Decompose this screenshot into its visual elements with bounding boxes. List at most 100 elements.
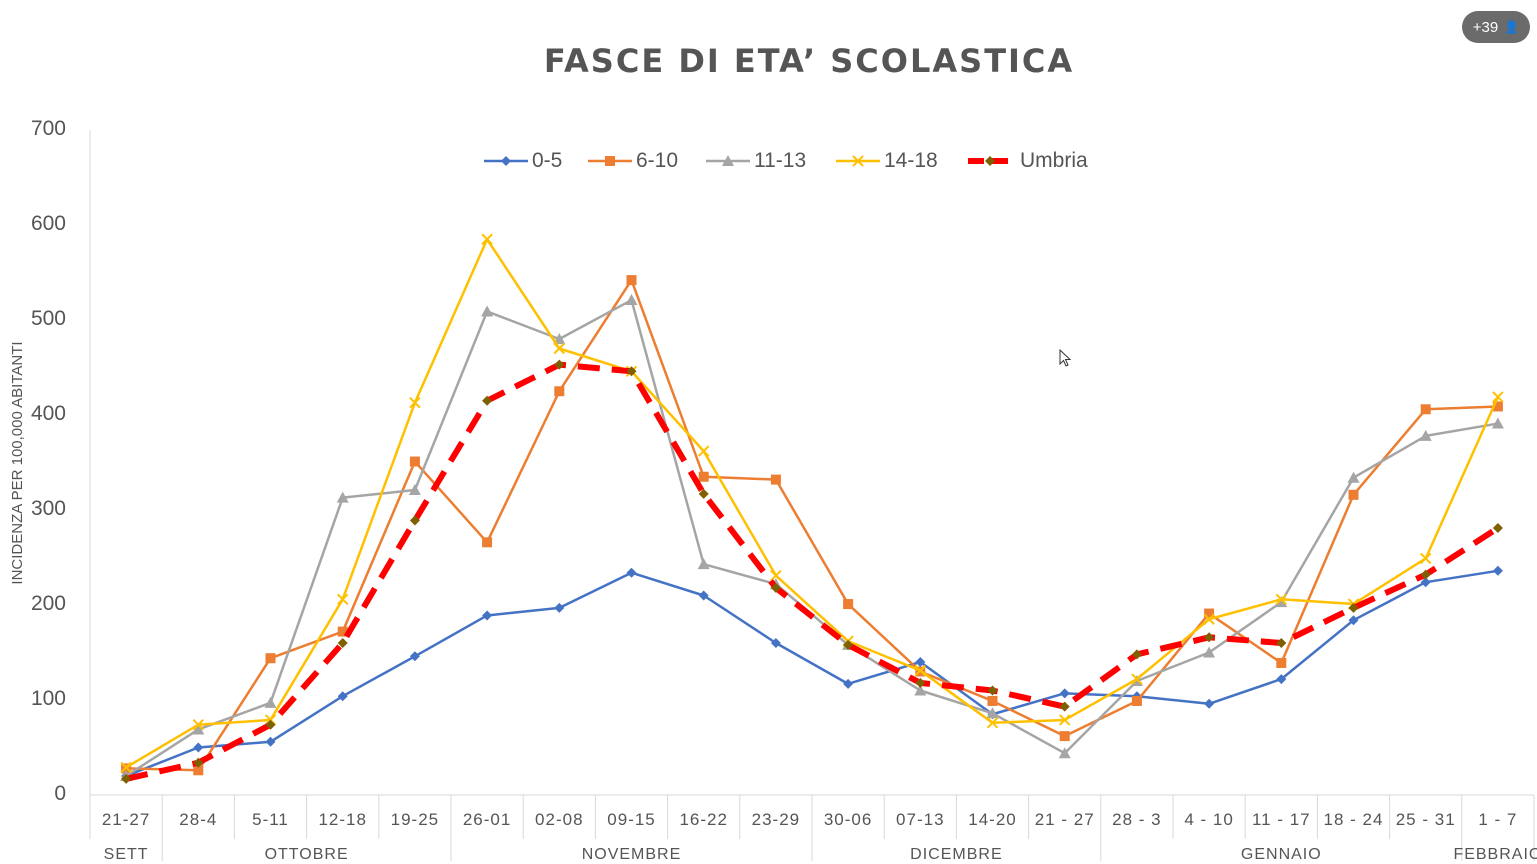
- legend-swatch: [484, 156, 528, 166]
- data-point: [554, 386, 565, 397]
- x-tick-label: 11 - 17: [1251, 810, 1311, 829]
- legend-label: 6-10: [636, 149, 679, 172]
- data-point: [192, 718, 205, 731]
- data-point: [501, 156, 511, 166]
- month-label: DICEMBRE: [910, 846, 1003, 863]
- data-point: [852, 155, 864, 167]
- data-point: [482, 537, 493, 548]
- legend-item: 6-10: [588, 146, 678, 176]
- x-tick-label: 28-4: [179, 810, 218, 829]
- data-point: [337, 691, 348, 702]
- data-point: [409, 456, 420, 467]
- data-point: [987, 685, 998, 696]
- mouse-cursor-icon: [1059, 349, 1072, 367]
- series-umbria: [121, 359, 1503, 784]
- data-point: [915, 657, 926, 667]
- x-tick-label: 21 - 27: [1034, 810, 1095, 829]
- x-tick-label: 21-27: [101, 810, 151, 829]
- x-tick-label: 26-01: [462, 810, 512, 829]
- data-point: [1276, 674, 1287, 685]
- data-point: [1276, 657, 1287, 668]
- data-point: [770, 638, 781, 648]
- chart-title: FASCE DI ETA’ SCOLASTICA: [543, 42, 1075, 80]
- data-point: [481, 233, 493, 245]
- data-point: [914, 684, 927, 696]
- month-label: SETT: [103, 846, 149, 863]
- data-point: [1058, 714, 1071, 726]
- month-label: NOVEMBRE: [581, 846, 682, 863]
- legend-label: 14-18: [884, 149, 938, 172]
- x-tick-label: 25 - 31: [1395, 810, 1456, 829]
- data-point: [264, 696, 277, 708]
- series-line: [125, 569, 1499, 778]
- series-11-13: [120, 294, 1504, 781]
- data-point: [193, 742, 204, 753]
- data-point: [1275, 596, 1288, 608]
- data-point: [336, 593, 349, 606]
- x-tick-label: 30-06: [823, 810, 873, 829]
- data-point: [1058, 747, 1071, 759]
- y-tick-label: 500: [30, 307, 66, 330]
- data-point: [120, 761, 132, 774]
- data-point: [408, 484, 421, 496]
- y-tick-label: 200: [30, 592, 66, 615]
- data-point: [1203, 646, 1216, 658]
- data-point: [409, 396, 421, 409]
- legend-label: 11-13: [754, 149, 807, 172]
- participants-badge[interactable]: +39 👤: [1462, 11, 1530, 43]
- data-point: [482, 395, 493, 406]
- data-point: [1131, 673, 1143, 685]
- data-point: [1348, 615, 1359, 626]
- x-tick-label: 09-15: [607, 810, 656, 829]
- data-point: [626, 567, 637, 578]
- data-point: [605, 156, 615, 166]
- legend-item: 11-13: [706, 146, 806, 176]
- data-point: [482, 610, 493, 621]
- series-14-18: [120, 233, 1504, 774]
- legend-swatch: [968, 156, 1012, 166]
- data-point: [1492, 523, 1503, 534]
- y-tick-label: 0: [54, 782, 66, 805]
- data-point: [914, 664, 927, 677]
- data-point: [553, 342, 566, 355]
- y-tick-label: 100: [30, 687, 66, 710]
- series-line: [125, 238, 1500, 769]
- series-0-5: [121, 565, 1503, 781]
- data-point: [1204, 698, 1215, 709]
- data-point: [625, 294, 638, 306]
- data-point: [843, 639, 854, 650]
- data-point: [265, 719, 276, 730]
- y-tick-label: 400: [30, 402, 66, 425]
- data-point: [986, 717, 999, 729]
- data-point: [1059, 688, 1070, 699]
- series-line: [126, 278, 1498, 772]
- data-point: [1131, 695, 1142, 706]
- data-point: [121, 773, 132, 784]
- data-point: [553, 333, 566, 344]
- data-point: [698, 471, 709, 482]
- data-point: [1420, 569, 1431, 580]
- data-point: [722, 155, 734, 166]
- x-tick-label: 4 - 10: [1184, 810, 1234, 829]
- data-point: [986, 707, 999, 719]
- data-point: [626, 366, 637, 377]
- data-point: [697, 445, 710, 457]
- legend-swatch: [836, 155, 880, 167]
- data-point: [1131, 649, 1142, 660]
- data-point: [1420, 577, 1431, 588]
- data-point: [843, 599, 854, 610]
- series-line: [125, 361, 1500, 782]
- data-point: [915, 677, 926, 688]
- data-point: [1491, 417, 1504, 429]
- data-point: [409, 515, 420, 526]
- data-point: [1492, 565, 1503, 576]
- data-point: [698, 590, 709, 601]
- month-label: FEBBRAIO: [1453, 846, 1537, 863]
- x-tick-label: 28 - 3: [1112, 810, 1162, 829]
- data-point: [1348, 602, 1359, 613]
- series-6-10: [121, 275, 1503, 776]
- month-label: GENNAIO: [1240, 846, 1322, 863]
- legend-swatch: [706, 155, 750, 166]
- x-tick-label: 14-20: [968, 810, 1017, 829]
- data-point: [985, 156, 995, 166]
